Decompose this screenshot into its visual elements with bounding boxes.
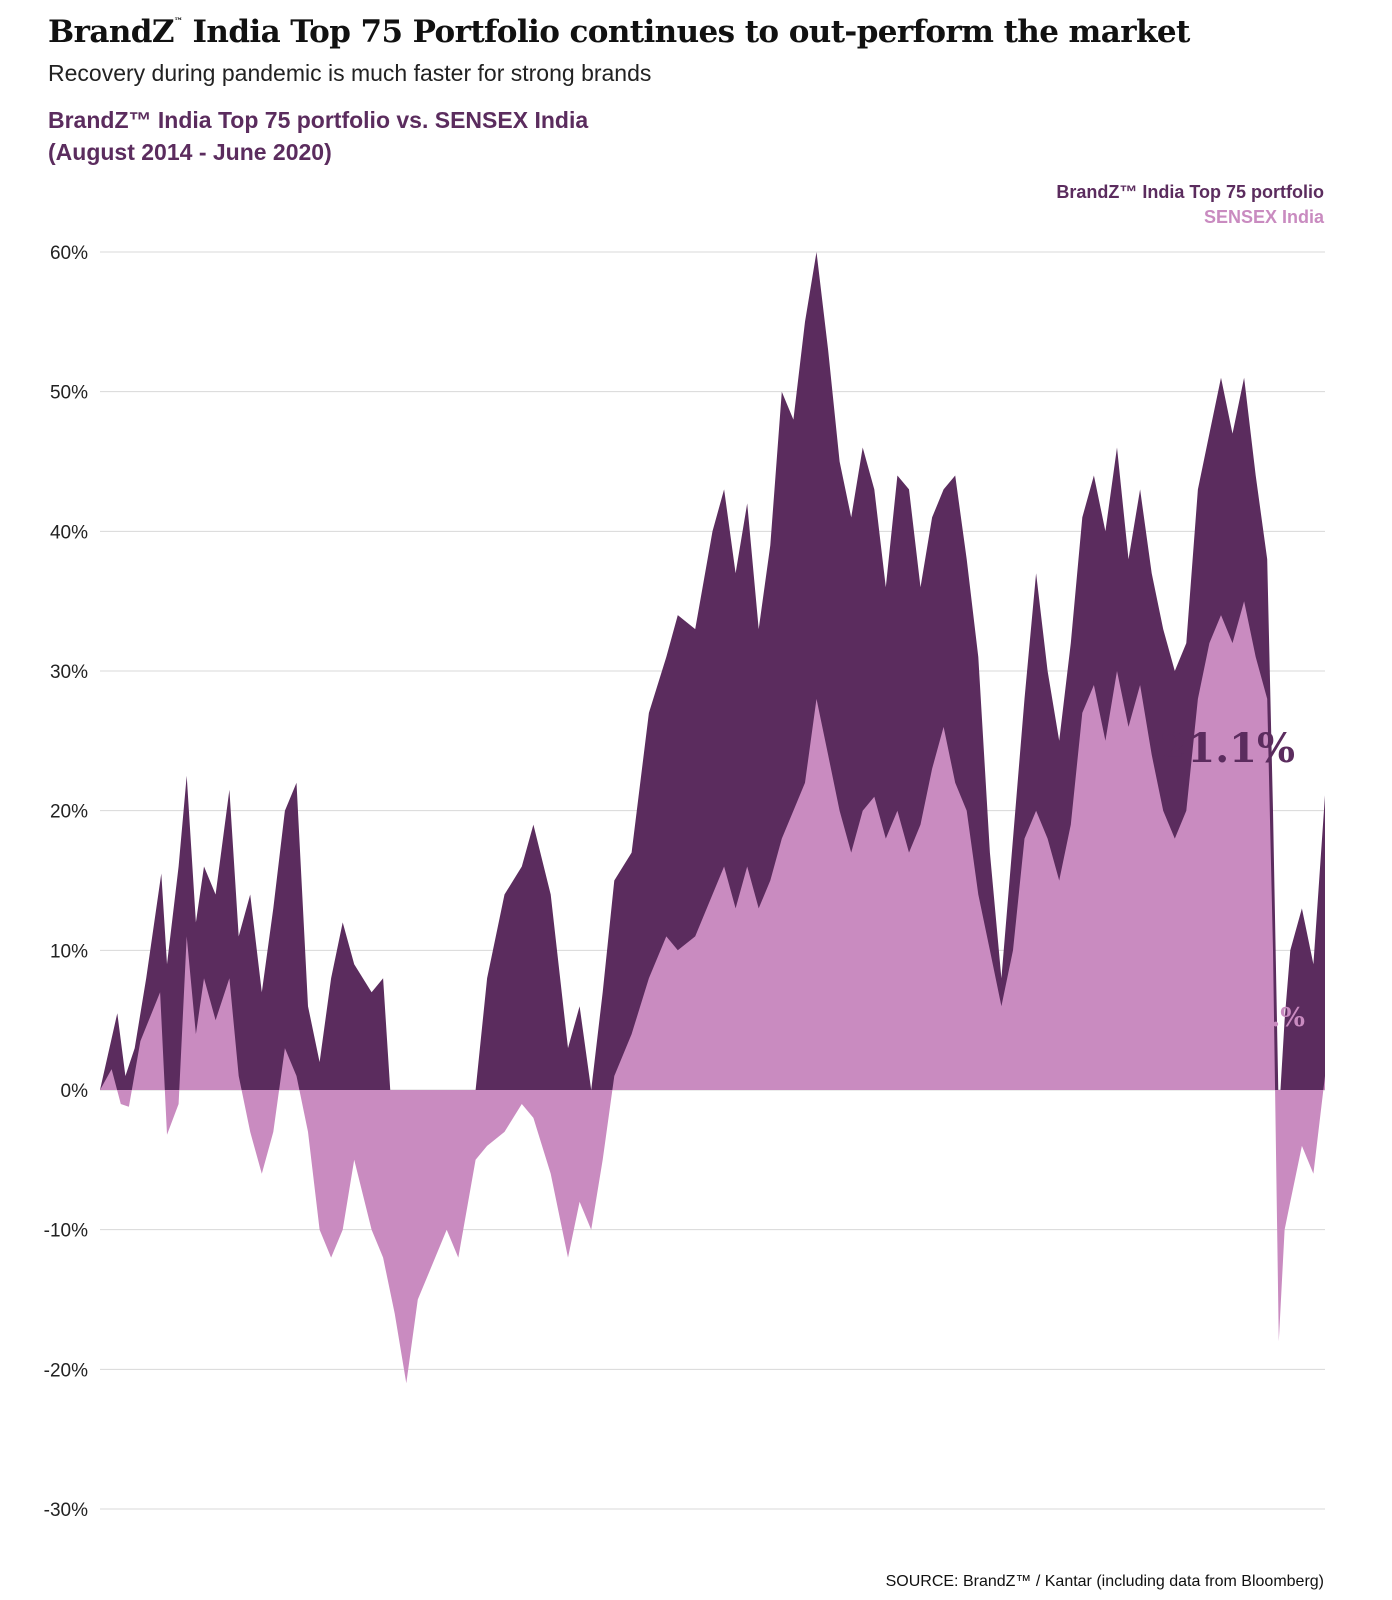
chart-heading: BrandZ™ India Top 75 portfolio vs. SENSE… [48, 104, 588, 168]
chart-legend: BrandZ™ India Top 75 portfolio SENSEX In… [1056, 180, 1324, 230]
page-subtitle: Recovery during pandemic is much faster … [48, 60, 652, 86]
legend-item-sensex: SENSEX India [1203, 207, 1324, 227]
y-tick-label: -20% [44, 1360, 88, 1381]
y-tick-label: 10% [50, 941, 88, 962]
y-tick-label: 30% [50, 662, 88, 683]
y-tick-label: 20% [50, 802, 88, 823]
y-tick-label: 50% [50, 383, 88, 404]
title-tm: ™ [173, 17, 183, 27]
y-tick-label: -10% [44, 1221, 88, 1242]
sensex-area [100, 601, 1325, 1384]
sensex-end-label: …% [1254, 1003, 1305, 1033]
y-tick-label: 40% [50, 522, 88, 543]
chart-date-range: (August 2014 - June 2020) [48, 139, 332, 165]
y-tick-label: 0% [61, 1081, 89, 1102]
y-tick-label: -30% [44, 1500, 88, 1521]
title-brand: BrandZ [48, 14, 174, 50]
legend-item-portfolio: BrandZ™ India Top 75 portfolio [1056, 182, 1324, 202]
y-tick-label: 60% [50, 243, 88, 264]
title-rest: India Top 75 Portfolio continues to out-… [182, 14, 1190, 50]
portfolio-end-label: 21.1% [1160, 725, 1295, 772]
source-note: SOURCE: BrandZ™ / Kantar (including data… [885, 1573, 1324, 1590]
page-title: BrandZ™ India Top 75 Portfolio continues… [48, 14, 1348, 50]
chart-title: BrandZ™ India Top 75 portfolio vs. SENSE… [48, 107, 589, 133]
